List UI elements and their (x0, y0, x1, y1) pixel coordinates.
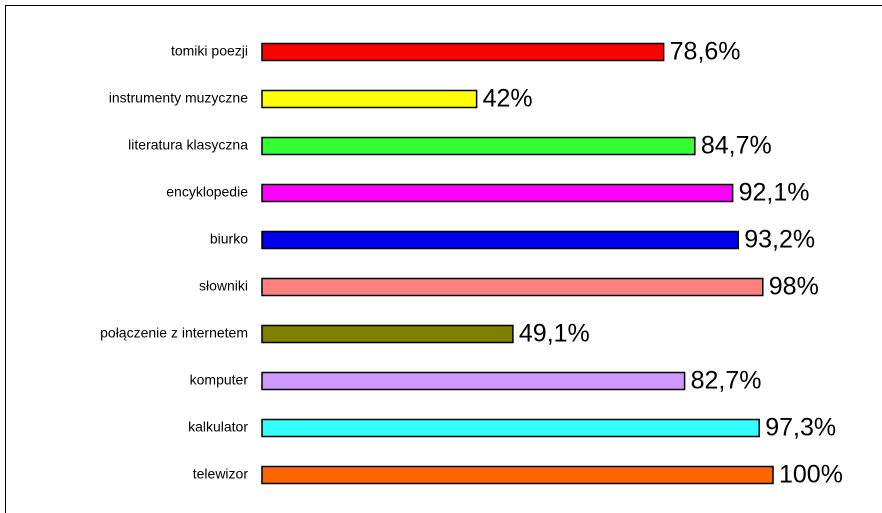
bar (261, 183, 734, 203)
category-label: komputer (190, 372, 249, 388)
category-label: instrumenty muzyczne (109, 90, 248, 106)
category-label: biurko (210, 231, 248, 247)
value-label: 42% (483, 85, 533, 113)
category-label: telewizor (193, 466, 249, 482)
value-label: 84,7% (701, 132, 772, 160)
chart-frame (5, 5, 882, 513)
value-label: 93,2% (744, 226, 815, 254)
bar (261, 465, 774, 485)
bar (261, 418, 760, 438)
value-label: 49,1% (519, 320, 590, 348)
bar (261, 42, 665, 62)
value-label: 97,3% (765, 414, 836, 442)
category-label: połączenie z internetem (100, 325, 248, 341)
bar (261, 136, 696, 156)
bar (261, 277, 764, 297)
category-label: kalkulator (188, 419, 248, 435)
bar (261, 230, 740, 250)
bar (261, 324, 514, 344)
category-label: literatura klasyczna (128, 137, 248, 153)
category-label: encyklopedie (166, 184, 248, 200)
bar (261, 89, 478, 109)
value-label: 100% (779, 461, 843, 489)
category-label: słowniki (199, 278, 248, 294)
category-label: tomiki poezji (171, 43, 248, 59)
value-label: 92,1% (739, 179, 810, 207)
value-label: 78,6% (670, 38, 741, 66)
value-label: 82,7% (691, 367, 762, 395)
bar (261, 371, 686, 391)
value-label: 98% (769, 273, 819, 301)
